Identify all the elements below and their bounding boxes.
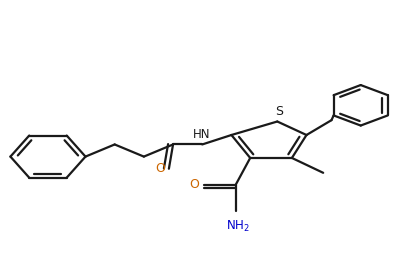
Text: S: S [275, 105, 284, 118]
Text: O: O [155, 162, 165, 175]
Text: NH$_2$: NH$_2$ [226, 219, 250, 234]
Text: HN: HN [193, 128, 210, 141]
Text: O: O [189, 178, 199, 191]
